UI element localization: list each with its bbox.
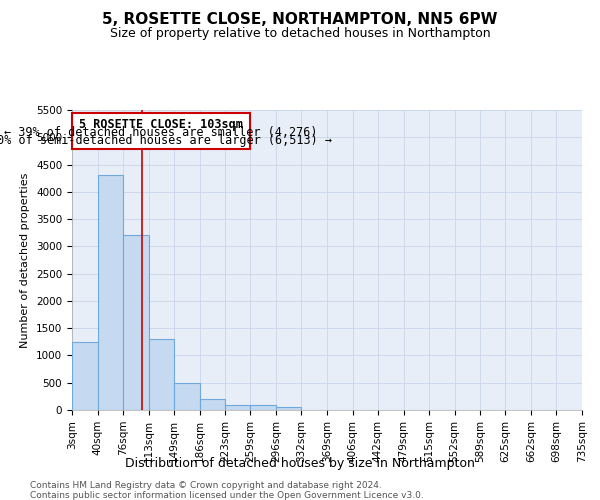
- Bar: [250, 404, 276, 410]
- Text: Size of property relative to detached houses in Northampton: Size of property relative to detached ho…: [110, 28, 490, 40]
- Text: Contains public sector information licensed under the Open Government Licence v3: Contains public sector information licen…: [30, 491, 424, 500]
- Bar: [123, 236, 149, 410]
- Text: 5 ROSETTE CLOSE: 103sqm: 5 ROSETTE CLOSE: 103sqm: [79, 118, 243, 130]
- Text: ← 39% of detached houses are smaller (4,276): ← 39% of detached houses are smaller (4,…: [4, 126, 318, 139]
- Bar: [149, 339, 174, 410]
- Text: Contains HM Land Registry data © Crown copyright and database right 2024.: Contains HM Land Registry data © Crown c…: [30, 481, 382, 490]
- Bar: [72, 342, 98, 410]
- Bar: [174, 382, 199, 410]
- Bar: [225, 404, 250, 410]
- Bar: [276, 406, 301, 410]
- Y-axis label: Number of detached properties: Number of detached properties: [20, 172, 31, 348]
- Bar: [72, 112, 250, 150]
- Bar: [98, 176, 123, 410]
- Text: 60% of semi-detached houses are larger (6,513) →: 60% of semi-detached houses are larger (…: [0, 134, 332, 147]
- Bar: [199, 399, 225, 410]
- Text: Distribution of detached houses by size in Northampton: Distribution of detached houses by size …: [125, 458, 475, 470]
- Text: 5, ROSETTE CLOSE, NORTHAMPTON, NN5 6PW: 5, ROSETTE CLOSE, NORTHAMPTON, NN5 6PW: [102, 12, 498, 28]
